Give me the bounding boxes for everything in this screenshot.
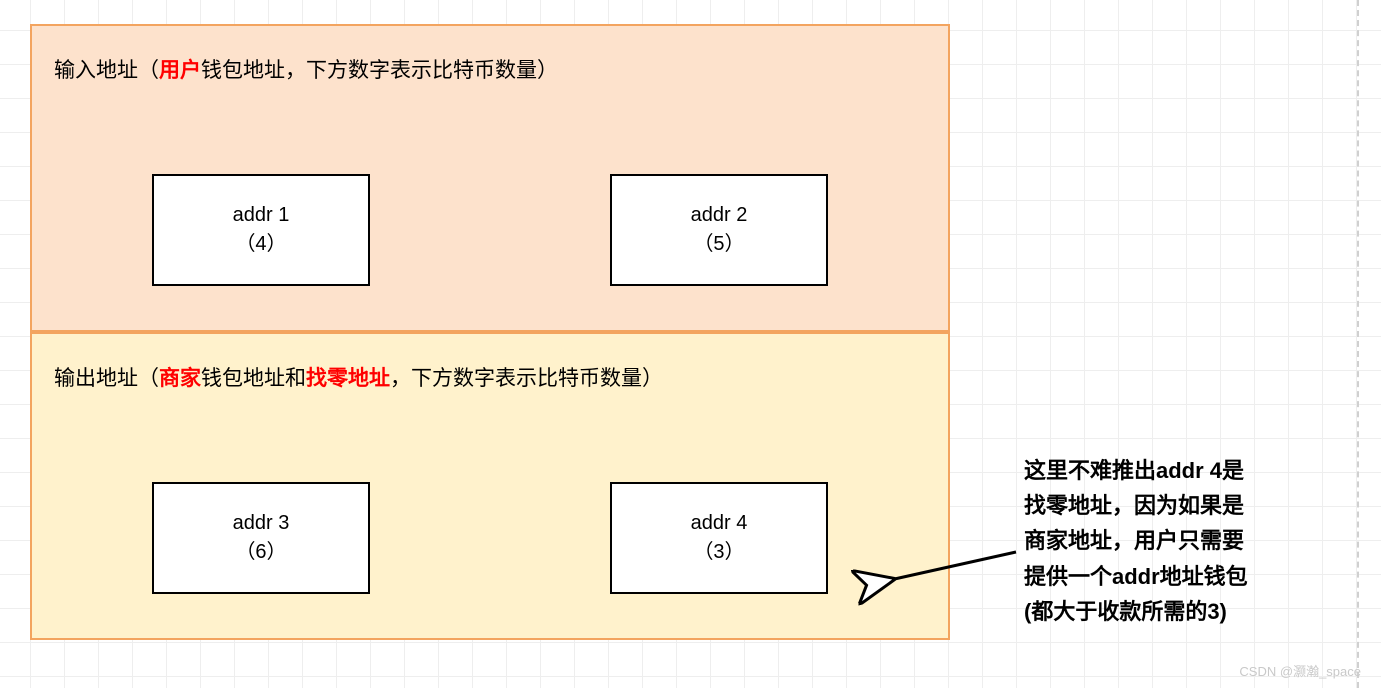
addr-3-value: （6）: [235, 535, 286, 564]
output-title-mid1: 钱包地址和: [201, 367, 306, 390]
output-title-prefix: 输出地址（: [54, 367, 159, 390]
addr-box-1: addr 1 （4）: [152, 174, 370, 286]
addr-2-value: （5）: [693, 227, 744, 256]
addr-2-label: addr 2: [691, 204, 748, 227]
addr-box-3: addr 3 （6）: [152, 482, 370, 594]
addr-1-value: （4）: [235, 227, 286, 256]
annotation-line-2: 找零地址，因为如果是: [1024, 488, 1248, 523]
output-address-panel: 输出地址（商家钱包地址和找零地址，下方数字表示比特币数量） addr 3 （6）…: [30, 332, 950, 640]
addr-1-label: addr 1: [233, 204, 290, 227]
output-title-highlight-change: 找零地址: [306, 367, 390, 390]
input-title-highlight-user: 用户: [159, 59, 201, 82]
output-address-row: addr 3 （6） addr 4 （3）: [32, 482, 948, 594]
watermark: CSDN @灏瀚_space: [1239, 661, 1361, 680]
addr-box-2: addr 2 （5）: [610, 174, 828, 286]
annotation-line-5: (都大于收款所需的3): [1024, 594, 1248, 629]
annotation-line-3: 商家地址，用户只需要: [1024, 523, 1248, 558]
output-panel-title: 输出地址（商家钱包地址和找零地址，下方数字表示比特币数量）: [54, 362, 663, 392]
page-right-dashed-border: [1357, 0, 1359, 688]
annotation-line-1: 这里不难推出addr 4是: [1024, 453, 1248, 488]
annotation-line-4: 提供一个addr地址钱包: [1024, 559, 1248, 594]
addr-box-4: addr 4 （3）: [610, 482, 828, 594]
addr-3-label: addr 3: [233, 512, 290, 535]
addr-4-label: addr 4: [691, 512, 748, 535]
output-title-highlight-merchant: 商家: [159, 367, 201, 390]
input-address-panel: 输入地址（用户钱包地址，下方数字表示比特币数量） addr 1 （4） addr…: [30, 24, 950, 332]
input-title-prefix: 输入地址（: [54, 59, 159, 82]
input-address-row: addr 1 （4） addr 2 （5）: [32, 174, 948, 286]
input-title-suffix: 钱包地址，下方数字表示比特币数量）: [201, 59, 558, 82]
diagram-container: 输入地址（用户钱包地址，下方数字表示比特币数量） addr 1 （4） addr…: [30, 24, 950, 640]
annotation-text: 这里不难推出addr 4是 找零地址，因为如果是 商家地址，用户只需要 提供一个…: [1024, 453, 1248, 629]
input-panel-title: 输入地址（用户钱包地址，下方数字表示比特币数量）: [54, 54, 558, 84]
addr-4-value: （3）: [693, 535, 744, 564]
output-title-suffix: ，下方数字表示比特币数量）: [390, 367, 663, 390]
